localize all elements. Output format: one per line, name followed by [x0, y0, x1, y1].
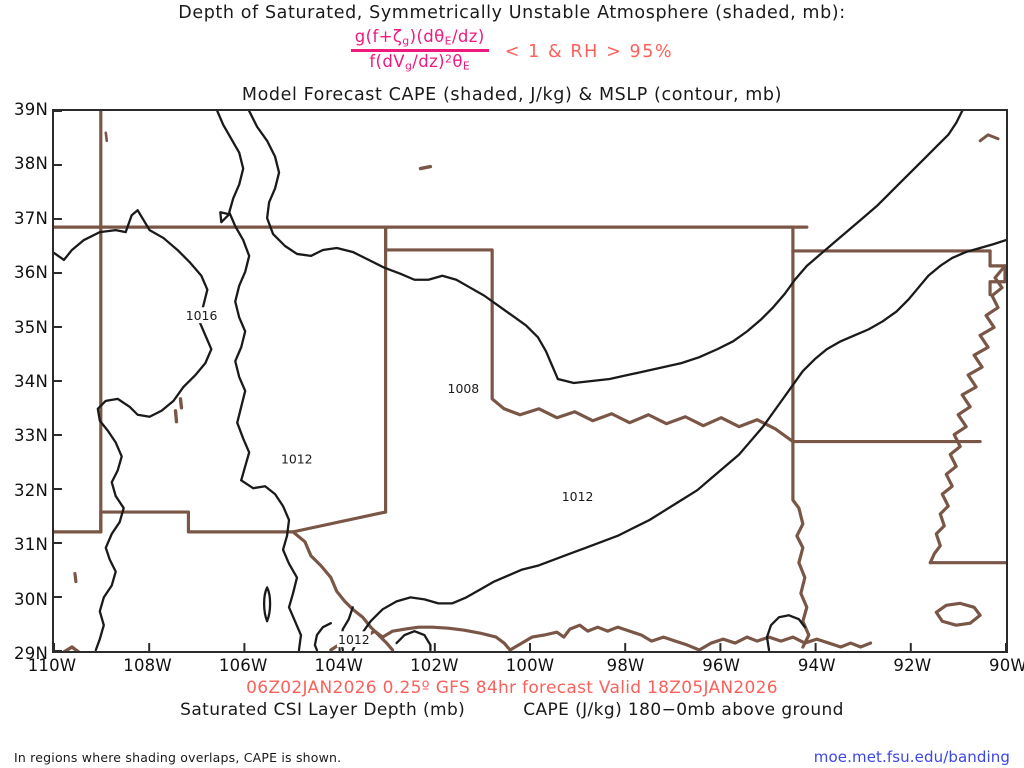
- contour-1012-east: [351, 238, 1006, 651]
- border-mo-bootheel: [988, 249, 1006, 297]
- contour-label-mask: [446, 380, 481, 397]
- lake-mark-6: [978, 133, 1000, 143]
- lake-mark-2: [173, 409, 179, 424]
- border-tx-panhandle-north: [384, 248, 506, 411]
- mslp-contours: [54, 111, 1006, 651]
- contour-closed-small: [262, 586, 272, 623]
- formula-fraction: g(f+ζg)(dθE/dz) f(dVg/dz)2θE: [350, 27, 489, 72]
- contour-label-group: 1016 1012 1008 1012 1012: [184, 307, 595, 648]
- state-boundaries: [54, 111, 1006, 651]
- y-axis-label: 31N: [14, 535, 48, 555]
- contour-coast-bend: [395, 630, 432, 651]
- overlap-note: In regions where shading overlaps, CAPE …: [14, 750, 342, 765]
- x-axis-label: 104W: [314, 656, 364, 675]
- y-axis-label: 35N: [14, 317, 48, 337]
- border-nm-tx-corner: [291, 510, 388, 534]
- formula-condition: < 1 & RH > 95%: [504, 42, 674, 63]
- y-axis-label: 36N: [14, 263, 48, 283]
- x-axis-label: 94W: [797, 656, 836, 675]
- coast-delta: [697, 635, 873, 651]
- map-svg: 1016 1012 1008 1012 1012: [54, 111, 1006, 651]
- contour-label-mask: [279, 450, 314, 467]
- y-axis-label: 29N: [14, 644, 48, 663]
- x-axis-label: 106W: [218, 656, 268, 675]
- contour-label-mask: [184, 307, 219, 324]
- x-axis-label: 98W: [606, 656, 645, 675]
- contour-label: 1012: [562, 489, 594, 504]
- contour-1012-west-upper: [216, 111, 251, 482]
- map-plot-area[interactable]: 1016 1012 1008 1012 1012: [52, 109, 1008, 653]
- x-axis-label: 92W: [893, 656, 932, 675]
- contour-closed-tiny-nm: [219, 211, 231, 224]
- y-axis-label: 38N: [14, 154, 48, 174]
- subtitle: Model Forecast CAPE (shaded, J/kg) & MSL…: [241, 85, 783, 105]
- border-rio-grande: [291, 530, 395, 651]
- x-axis-label: 100W: [505, 656, 555, 675]
- contour-label: 1008: [448, 381, 480, 396]
- formula-fraction-bar: [350, 48, 489, 52]
- y-axis-label: 33N: [14, 426, 48, 446]
- border-mississippi-river: [928, 264, 1006, 565]
- contour-1016-north: [54, 209, 213, 389]
- page-title: Depth of Saturated, Symmetrically Unstab…: [178, 3, 846, 23]
- border-la-tx-sabine: [791, 439, 811, 649]
- contour-label: 1016: [186, 308, 218, 323]
- x-axis: 110W 108W 106W 104W 102W 100W 98W 96W 94W 92W 90W: [28, 656, 1024, 680]
- x-axis-label: 96W: [702, 656, 741, 675]
- x-axis-label: 102W: [410, 656, 459, 675]
- contour-label-mask: [560, 488, 595, 505]
- y-axis-label: 34N: [14, 372, 48, 391]
- lake-mark-5: [418, 164, 433, 171]
- formula-denominator: f(dVg/dz)2θE: [369, 51, 471, 72]
- legend-cape: CAPE (J/kg) 180−0mb above ground: [523, 700, 844, 720]
- y-axis-label: 32N: [14, 480, 48, 500]
- x-axis-label: 110W: [27, 656, 77, 675]
- contour-label-mask: [336, 631, 371, 648]
- contour-gulf-east: [765, 614, 806, 651]
- model-run-valid-text: 06Z02JAN2026 0.25º GFS 84hr forecast Val…: [246, 678, 778, 698]
- legend-csi-depth: Saturated CSI Layer Depth (mb): [180, 700, 466, 720]
- lake-mark-3: [73, 571, 78, 584]
- x-axis-label: 108W: [123, 656, 172, 675]
- contour-1012-bigbend-a: [313, 622, 332, 651]
- contour-1008-east: [556, 111, 964, 385]
- lake-mark-nw: [104, 131, 109, 143]
- x-axis-label: 90W: [989, 656, 1024, 675]
- contour-label: 1012: [338, 632, 370, 647]
- contour-1008-upper: [248, 111, 560, 381]
- contour-1016-south: [94, 385, 185, 651]
- y-axis-label: 39N: [14, 100, 48, 119]
- contour-1012-west-lower: [240, 479, 303, 651]
- shaded-legend-row: Saturated CSI Layer Depth (mb) CAPE (J/k…: [0, 700, 1024, 720]
- y-axis: 39N 38N 37N 36N 35N 34N 33N 32N 31N 30N 29N: [0, 100, 48, 663]
- source-link[interactable]: moe.met.fsu.edu/banding: [813, 748, 1010, 766]
- coast-louisiana: [508, 623, 701, 651]
- border-red-river: [502, 407, 795, 444]
- lake-mark-4: [62, 645, 81, 651]
- border-nm-south-step: [54, 510, 295, 534]
- lake-mark-1: [178, 397, 184, 410]
- formula-numerator: g(f+ζg)(dθE/dz): [354, 27, 485, 48]
- csi-criterion-formula: g(f+ζg)(dθE/dz) f(dVg/dz)2θE < 1 & RH > …: [0, 27, 1024, 72]
- axis-tick-marks: [54, 111, 1006, 651]
- y-axis-label: 37N: [14, 208, 48, 228]
- contour-label: 1012: [281, 451, 313, 466]
- coast-alabama-bay: [934, 601, 982, 627]
- y-axis-label: 30N: [14, 589, 48, 609]
